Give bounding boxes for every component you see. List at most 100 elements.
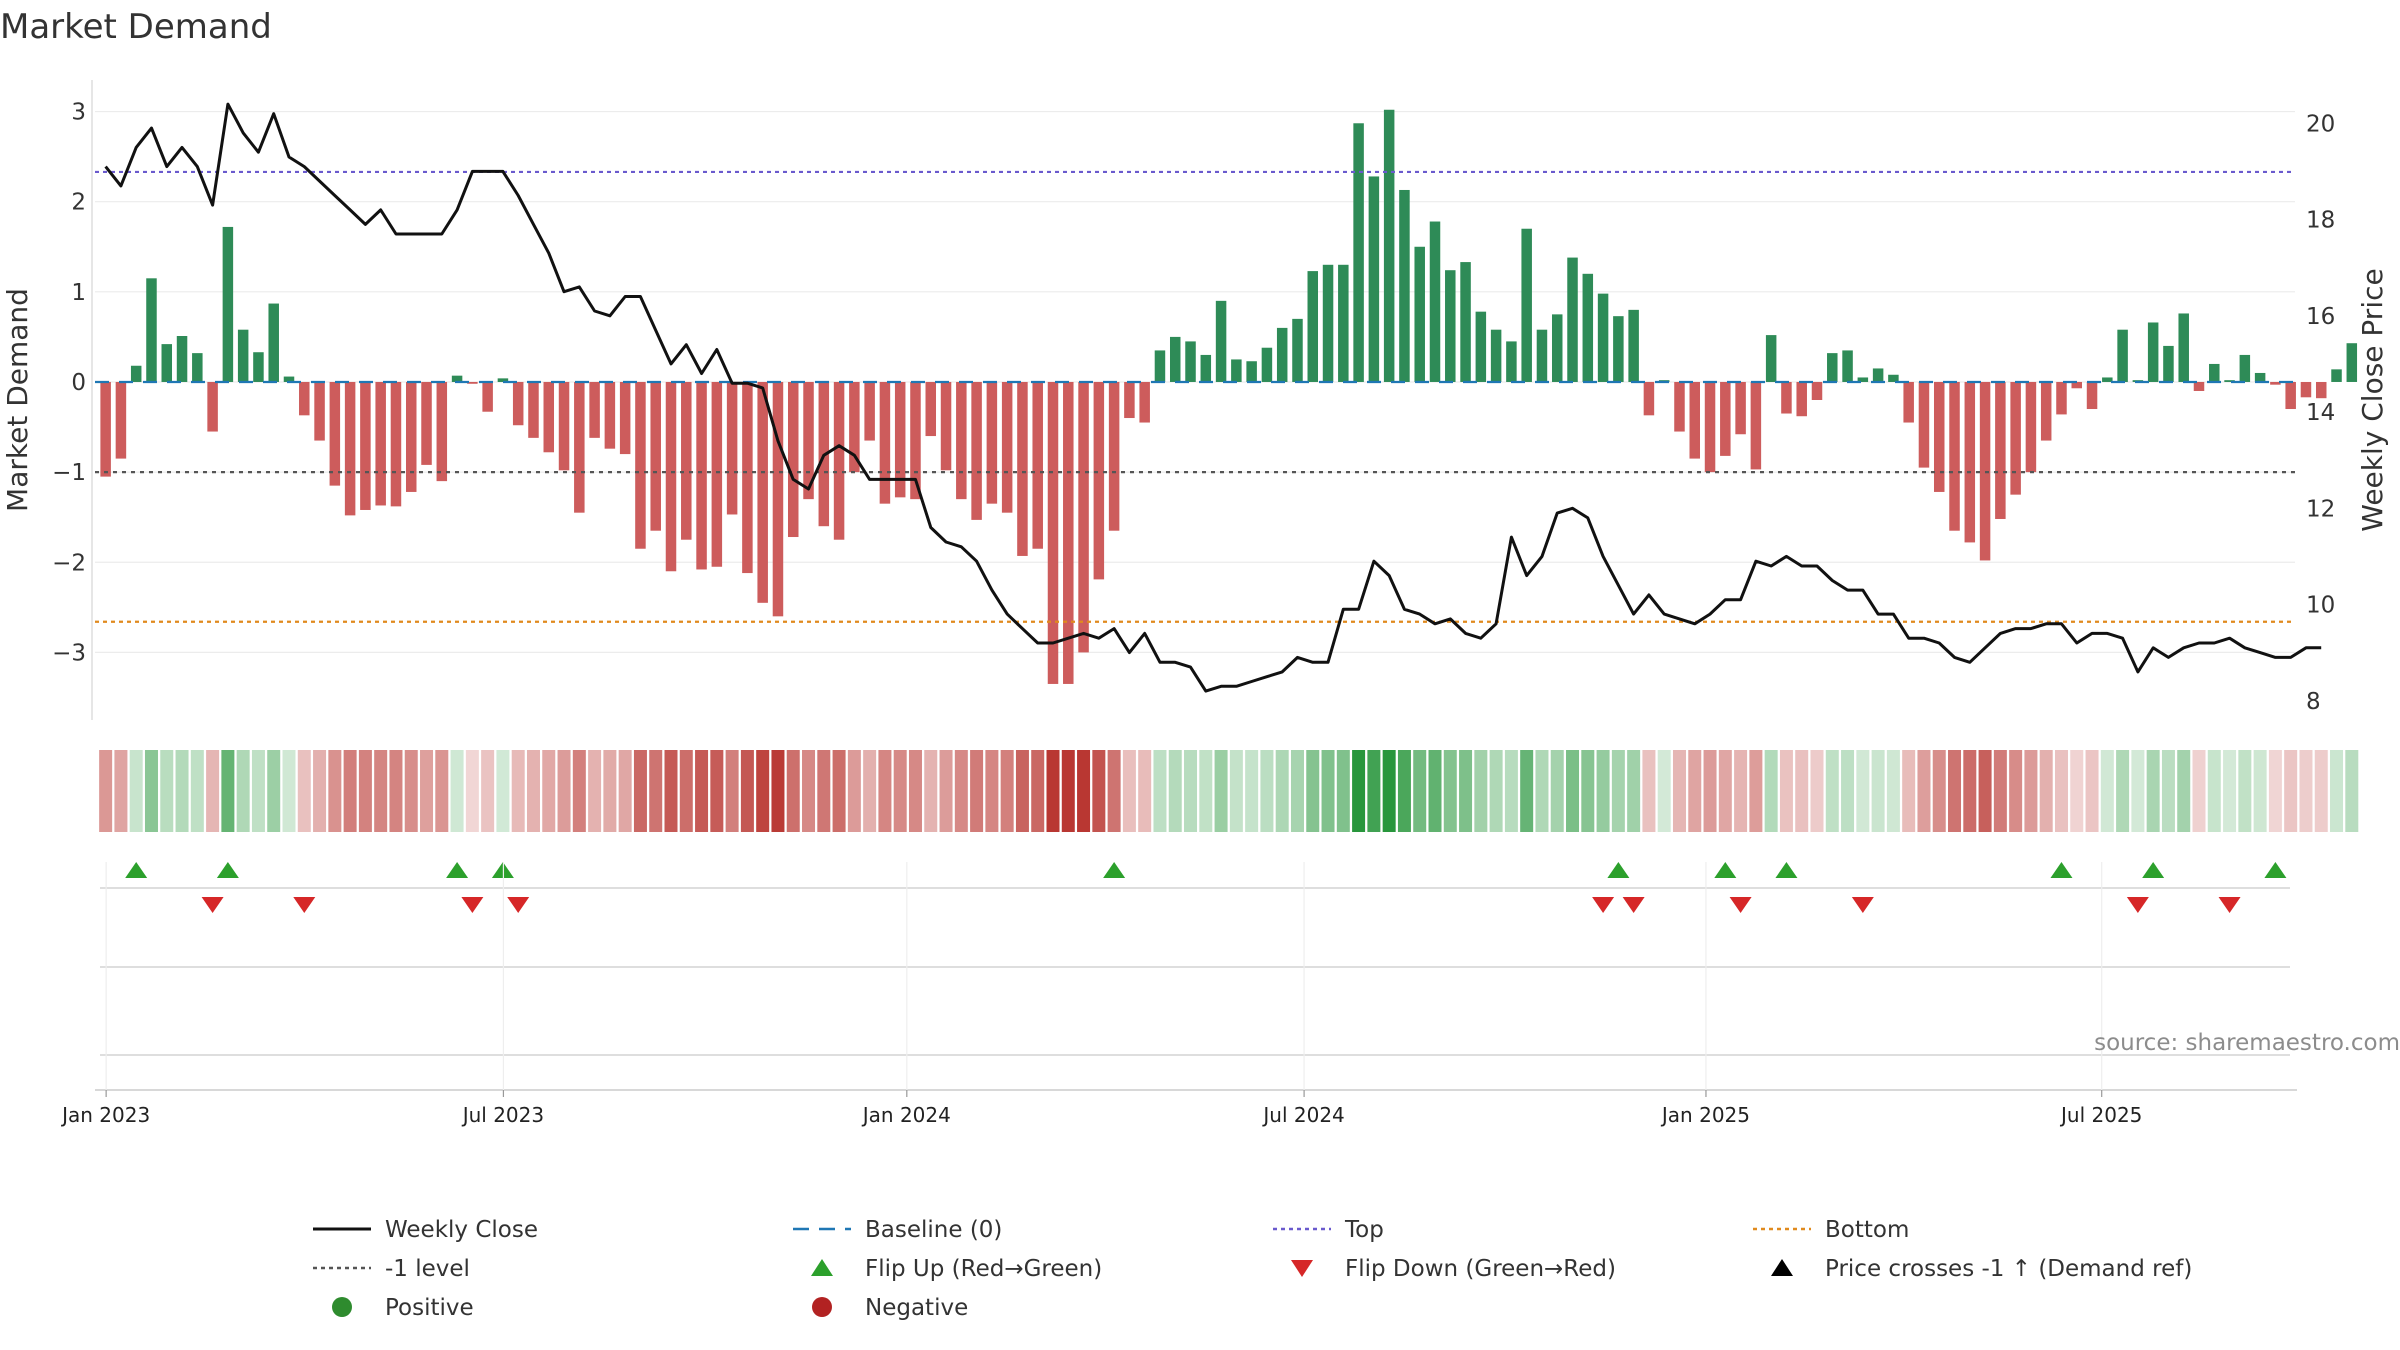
demand-heat-strip bbox=[99, 750, 2359, 832]
chart-title: Market Demand bbox=[0, 7, 272, 47]
demand-bar bbox=[910, 381, 921, 500]
heat-cell bbox=[1886, 750, 1900, 832]
demand-bar bbox=[2193, 381, 2205, 391]
heat-cell bbox=[863, 750, 877, 832]
demand-bar bbox=[1551, 314, 1563, 382]
demand-bar bbox=[772, 381, 784, 617]
demand-bar bbox=[1521, 228, 1532, 382]
flip-up-marker bbox=[125, 862, 148, 878]
x-tick-label: Jul 2025 bbox=[2059, 1103, 2142, 1127]
demand-bar bbox=[2254, 372, 2266, 382]
demand-bar bbox=[497, 378, 509, 382]
heat-cell bbox=[496, 750, 510, 832]
heat-cell bbox=[1306, 750, 1320, 832]
heat-cell bbox=[1993, 750, 2007, 832]
demand-bar bbox=[1490, 329, 1502, 382]
heat-cell bbox=[1397, 750, 1411, 832]
demand-bar bbox=[1918, 381, 1930, 468]
demand-bar bbox=[757, 381, 768, 603]
demand-bar bbox=[512, 381, 524, 426]
demand-bar bbox=[589, 381, 600, 438]
heat-cell bbox=[1825, 750, 1839, 832]
heat-cell bbox=[1627, 750, 1641, 832]
heat-cell bbox=[206, 750, 220, 832]
demand-bar bbox=[1933, 381, 1945, 492]
heat-cell bbox=[786, 750, 800, 832]
legend-label: Baseline (0) bbox=[865, 1217, 1002, 1243]
heat-cell bbox=[2207, 750, 2221, 832]
heat-cell bbox=[1275, 750, 1289, 832]
demand-bar bbox=[130, 365, 142, 382]
demand-bar bbox=[1093, 381, 1105, 580]
demand-bar bbox=[1613, 316, 1624, 382]
heat-cell bbox=[374, 750, 388, 832]
demand-bar bbox=[604, 381, 616, 449]
heat-cell bbox=[1948, 750, 1962, 832]
source-credit: source: sharemaestro.com bbox=[2094, 1030, 2400, 1056]
demand-bar bbox=[1001, 381, 1013, 513]
heat-cell bbox=[1917, 750, 1931, 832]
flip-markers-panel bbox=[95, 862, 2297, 1091]
heat-cell bbox=[1810, 750, 1824, 832]
heat-cell bbox=[542, 750, 556, 832]
heat-cell bbox=[1550, 750, 1564, 832]
heat-cell bbox=[1489, 750, 1503, 832]
flip-down-marker bbox=[2126, 897, 2149, 913]
demand-bar bbox=[1872, 368, 1884, 382]
heat-cell bbox=[1290, 750, 1304, 832]
heat-cell bbox=[2268, 750, 2282, 832]
heat-cell bbox=[1718, 750, 1732, 832]
heat-cell bbox=[649, 750, 663, 832]
heat-cell bbox=[817, 750, 831, 832]
heat-cell bbox=[297, 750, 311, 832]
demand-bar bbox=[833, 381, 845, 540]
heat-cell bbox=[282, 750, 296, 832]
flip-down-marker bbox=[201, 897, 224, 913]
heat-cell bbox=[1352, 750, 1366, 832]
flip-up-marker bbox=[1607, 862, 1630, 878]
heat-cell bbox=[1459, 750, 1473, 832]
left-tick-label: 3 bbox=[71, 100, 86, 126]
demand-bar bbox=[635, 381, 646, 549]
heat-cell bbox=[221, 750, 235, 832]
heat-cell bbox=[1764, 750, 1778, 832]
demand-bar bbox=[1108, 381, 1120, 531]
demand-bar bbox=[1475, 311, 1487, 382]
demand-bar bbox=[681, 381, 692, 540]
heat-cell bbox=[2116, 750, 2130, 832]
heat-cell bbox=[939, 750, 953, 832]
demand-bar bbox=[314, 381, 325, 441]
demand-bar bbox=[1353, 123, 1364, 382]
heat-cell bbox=[756, 750, 770, 832]
demand-bar bbox=[451, 375, 463, 382]
demand-bar bbox=[1674, 381, 1685, 432]
demand-bar bbox=[986, 381, 998, 504]
legend-item: Bottom bbox=[1753, 1217, 1909, 1243]
heat-cell bbox=[251, 750, 265, 832]
legend-item: Flip Up (Red→Green) bbox=[811, 1256, 1102, 1282]
demand-bar bbox=[1185, 341, 1196, 382]
demand-bar bbox=[2056, 381, 2067, 415]
demand-bar bbox=[405, 381, 417, 492]
demand-bar bbox=[2117, 329, 2128, 382]
heat-cell bbox=[328, 750, 342, 832]
heat-cell bbox=[1122, 750, 1136, 832]
heat-cell bbox=[1779, 750, 1793, 832]
demand-bar bbox=[1582, 273, 1594, 382]
demand-bar bbox=[1292, 318, 1303, 382]
legend-item: Top bbox=[1273, 1217, 1384, 1243]
demand-bar bbox=[1857, 377, 1869, 382]
heat-cell bbox=[1015, 750, 1029, 832]
heat-cell bbox=[1520, 750, 1534, 832]
heat-cell bbox=[664, 750, 678, 832]
demand-bar bbox=[2224, 380, 2235, 382]
heat-cell bbox=[1596, 750, 1610, 832]
heat-cell bbox=[1000, 750, 1014, 832]
flip-down-marker bbox=[1622, 897, 1645, 913]
heat-cell bbox=[1214, 750, 1228, 832]
demand-bar bbox=[2040, 381, 2052, 441]
heat-cell bbox=[633, 750, 647, 832]
demand-bar bbox=[1399, 189, 1410, 382]
demand-bar bbox=[1383, 109, 1395, 382]
